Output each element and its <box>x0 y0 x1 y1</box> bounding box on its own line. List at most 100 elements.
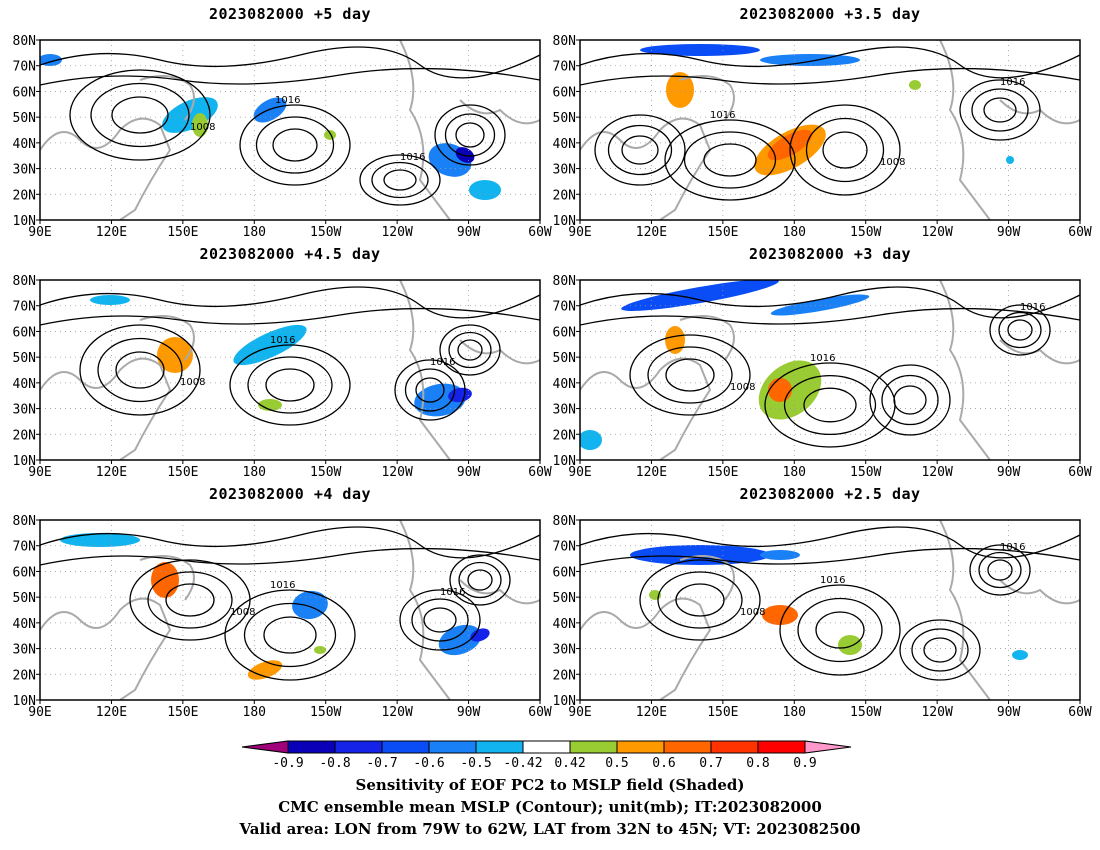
latitude-label: 80N <box>13 514 36 529</box>
panel-3: 2023082000 +4.5 day <box>40 240 540 482</box>
isobar-contour <box>580 526 1080 559</box>
latitude-label: 70N <box>553 540 576 555</box>
latitude-label: 80N <box>553 514 576 529</box>
footer-line-1: Sensitivity of EOF PC2 to MSLP field (Sh… <box>355 776 745 794</box>
latitude-label: 60N <box>553 85 576 100</box>
colorbar-segment <box>663 740 712 754</box>
isobar-contour <box>822 131 868 169</box>
sensitivity-shading <box>253 97 287 123</box>
isobar-contour <box>971 88 1029 132</box>
longitude-label: 150E <box>167 705 198 720</box>
contour-label: 1016 <box>440 587 465 598</box>
isobar-contour <box>394 359 466 421</box>
colorbar-segment <box>569 740 618 754</box>
coastline <box>40 597 172 700</box>
latitude-label: 40N <box>553 137 576 152</box>
longitude-label: 60W <box>528 705 552 720</box>
coastline <box>679 315 735 361</box>
sensitivity-shading <box>909 80 921 90</box>
sensitivity-shading <box>762 605 798 625</box>
isobar-contour <box>580 547 1080 566</box>
colorbar-tick-label: 0.6 <box>652 756 675 771</box>
colorbar-segment <box>475 740 524 754</box>
panel-title: 2023082000 +3.5 day <box>739 5 921 23</box>
isobar-contour <box>987 559 1013 581</box>
latitude-label: 20N <box>553 668 576 683</box>
contour-label: 1016 <box>710 110 735 121</box>
coastline <box>139 75 195 121</box>
isobar-contour <box>40 67 540 86</box>
isobar-contour <box>79 324 201 416</box>
latitude-label: 70N <box>13 60 36 75</box>
sensitivity-shading <box>438 624 482 656</box>
sensitivity-shading <box>157 337 193 373</box>
isobar-contour <box>444 113 496 157</box>
latitude-label: 30N <box>13 403 36 418</box>
isobar-contour <box>147 571 233 629</box>
map-frame <box>39 519 541 701</box>
isobar-contour <box>415 377 445 403</box>
latitude-label: 40N <box>553 377 576 392</box>
colorbar-segment <box>710 740 759 754</box>
longitude-label: 180 <box>243 465 266 480</box>
colorbar-tick-label: -0.7 <box>366 756 397 771</box>
latitude-label: 70N <box>553 300 576 315</box>
longitude-label: 120E <box>96 705 127 720</box>
sensitivity-shading <box>90 295 130 305</box>
longitude-label: 150E <box>707 705 738 720</box>
panel-title: 2023082000 +4.5 day <box>199 245 381 263</box>
sensitivity-shading <box>258 399 282 411</box>
longitude-label: 150W <box>310 705 341 720</box>
colorbar-segment <box>287 740 336 754</box>
isobar-contour <box>789 104 901 196</box>
panel-title: 2023082000 +4 day <box>208 485 372 503</box>
isobar-contour <box>40 526 540 559</box>
sensitivity-shading <box>665 326 685 354</box>
longitude-label: 90W <box>457 705 481 720</box>
longitude-label: 180 <box>783 705 806 720</box>
latitude-label: 30N <box>13 163 36 178</box>
isobar-contour <box>978 551 1022 589</box>
coastline <box>399 40 451 220</box>
coastline <box>459 579 540 605</box>
colorbar-tick-label: -0.42 <box>503 756 542 771</box>
isobar-contour <box>580 67 1080 86</box>
longitude-label: 150E <box>707 465 738 480</box>
isobar-contour <box>664 119 796 201</box>
sensitivity-shading <box>192 113 208 137</box>
latitude-label: 50N <box>553 111 576 126</box>
isobar-contour <box>255 116 335 174</box>
isobar-contour <box>629 334 751 416</box>
latitude-label: 10N <box>553 214 576 229</box>
isobar-contour <box>923 637 957 663</box>
longitude-label: 90E <box>568 465 591 480</box>
isobar-contour <box>815 611 865 649</box>
isobar-contour <box>399 589 481 651</box>
map-frame <box>579 519 1081 701</box>
sensitivity-shading <box>640 44 760 56</box>
longitude-label: 90E <box>28 225 51 240</box>
latitude-label: 50N <box>13 111 36 126</box>
coastline <box>679 75 735 121</box>
longitude-label: 150E <box>707 225 738 240</box>
latitude-label: 70N <box>13 300 36 315</box>
longitude-label: 90E <box>28 705 51 720</box>
panel-6: 2023082000 +2.5 day <box>580 480 1080 722</box>
panel-title: 2023082000 +2.5 day <box>739 485 921 503</box>
colorbar-tick-label: -0.5 <box>460 756 491 771</box>
coastline <box>580 597 712 700</box>
isobar-contour <box>893 385 927 415</box>
sensitivity-shading <box>314 646 326 654</box>
longitude-label: 90W <box>997 705 1021 720</box>
colorbar: -0.9 -0.8 -0.7 -0.6 -0.5 -0.42 0.42 0.5 0.6 0.7 0.… <box>241 740 852 771</box>
isobar-contour <box>580 307 1080 326</box>
isobar-contour <box>657 571 743 629</box>
isobar-contour <box>455 122 485 148</box>
isobar-contour <box>998 311 1042 349</box>
latitude-label: 80N <box>553 274 576 289</box>
isobar-contour <box>881 374 939 426</box>
isobar-contour <box>779 584 901 676</box>
latitude-label: 80N <box>13 34 36 49</box>
longitude-label: 90W <box>457 225 481 240</box>
